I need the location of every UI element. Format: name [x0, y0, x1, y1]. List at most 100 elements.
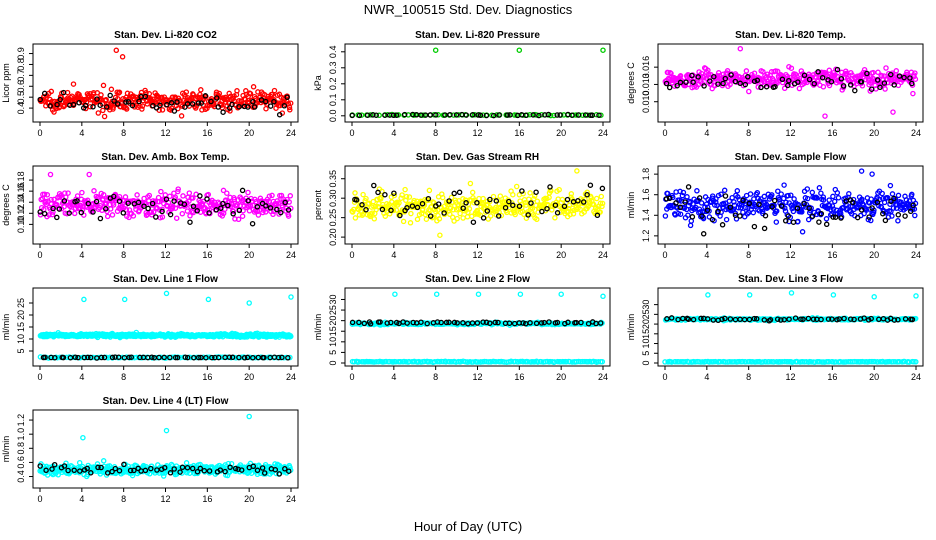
- data-point: [520, 190, 526, 197]
- data-point: [804, 195, 811, 202]
- data-point: [149, 354, 155, 360]
- panel-title: Stan. Dev. Li-820 Pressure: [415, 30, 540, 41]
- data-point: [710, 317, 717, 323]
- data-point: [267, 103, 274, 109]
- data-point: [556, 186, 562, 193]
- data-point: [125, 200, 131, 206]
- data-point: [104, 213, 111, 220]
- data-point: [751, 196, 757, 202]
- data-point: [466, 206, 473, 212]
- data-point: [687, 200, 693, 206]
- data-point: [163, 196, 170, 202]
- data-point: [460, 205, 466, 211]
- data-point: [93, 198, 100, 205]
- data-point: [47, 103, 53, 109]
- data-point: [739, 202, 745, 208]
- data-point: [414, 204, 421, 211]
- data-point: [213, 95, 220, 101]
- data-point: [890, 109, 896, 115]
- data-point: [805, 315, 812, 322]
- data-point: [194, 208, 200, 214]
- data-point: [438, 319, 444, 326]
- data-point: [76, 91, 82, 98]
- plot-frame: [32, 287, 299, 367]
- data-point: [578, 319, 584, 326]
- x-tick-label: 24: [598, 128, 608, 138]
- data-point: [767, 317, 774, 323]
- data-point: [882, 86, 888, 92]
- data-point: [808, 205, 814, 211]
- data-point: [745, 74, 751, 80]
- data-point: [287, 100, 294, 106]
- data-point: [200, 198, 207, 205]
- data-point: [419, 200, 426, 207]
- data-point: [820, 197, 827, 203]
- data-point: [167, 193, 173, 200]
- data-point: [912, 212, 918, 219]
- data-points: [662, 168, 919, 237]
- data-point: [829, 316, 835, 322]
- x-tick-label: 8: [121, 250, 126, 260]
- data-point: [158, 188, 164, 195]
- data-point: [871, 294, 877, 300]
- panel-ylabel: degrees C: [626, 62, 636, 104]
- data-point: [470, 359, 476, 365]
- data-point: [891, 195, 897, 202]
- data-point: [181, 201, 188, 207]
- data-point: [598, 112, 604, 118]
- data-point: [743, 68, 750, 74]
- x-tick-label: 24: [598, 250, 608, 260]
- y-tick-label: 0: [328, 360, 338, 365]
- data-point: [259, 465, 266, 471]
- data-point: [753, 316, 760, 322]
- data-point: [711, 73, 717, 80]
- data-point: [100, 192, 107, 198]
- x-tick-label: 4: [391, 250, 396, 260]
- data-point: [506, 198, 512, 205]
- data-point: [835, 195, 842, 201]
- data-point: [109, 212, 116, 218]
- data-point: [706, 214, 713, 220]
- data-point: [229, 354, 236, 361]
- data-point: [245, 197, 251, 204]
- y-tick-label: 1.0: [16, 428, 26, 441]
- data-point: [184, 101, 191, 107]
- data-point: [83, 99, 90, 105]
- y-tick-label: 25: [328, 305, 338, 315]
- y-tick-label: 30: [328, 294, 338, 304]
- data-point: [722, 75, 729, 82]
- data-point: [538, 320, 545, 326]
- data-point: [261, 354, 267, 361]
- data-point: [37, 96, 43, 103]
- data-point: [245, 104, 251, 110]
- data-point: [834, 66, 841, 73]
- data-point: [546, 319, 552, 325]
- data-point: [407, 220, 414, 226]
- data-point: [61, 463, 68, 469]
- data-point: [198, 354, 204, 361]
- data-point: [460, 215, 466, 221]
- x-tick-label: 16: [202, 250, 212, 260]
- data-point: [190, 92, 197, 98]
- data-point: [800, 316, 806, 323]
- data-points: [662, 290, 919, 365]
- y-tick-label: 0.5: [16, 91, 26, 104]
- panel-title: Stan. Dev. Li-820 CO2: [114, 30, 217, 41]
- data-point: [227, 108, 233, 114]
- data-point: [737, 205, 744, 211]
- data-point: [487, 213, 494, 219]
- data-point: [719, 222, 726, 228]
- data-point: [427, 213, 434, 219]
- data-point: [353, 197, 360, 203]
- data-point: [276, 111, 283, 118]
- data-point: [190, 203, 197, 210]
- data-point: [778, 203, 785, 209]
- data-point: [861, 210, 867, 217]
- data-point: [685, 184, 692, 190]
- data-point: [202, 93, 209, 99]
- data-point: [762, 212, 769, 219]
- data-point: [409, 203, 416, 209]
- data-point: [517, 291, 524, 297]
- data-point: [82, 102, 89, 109]
